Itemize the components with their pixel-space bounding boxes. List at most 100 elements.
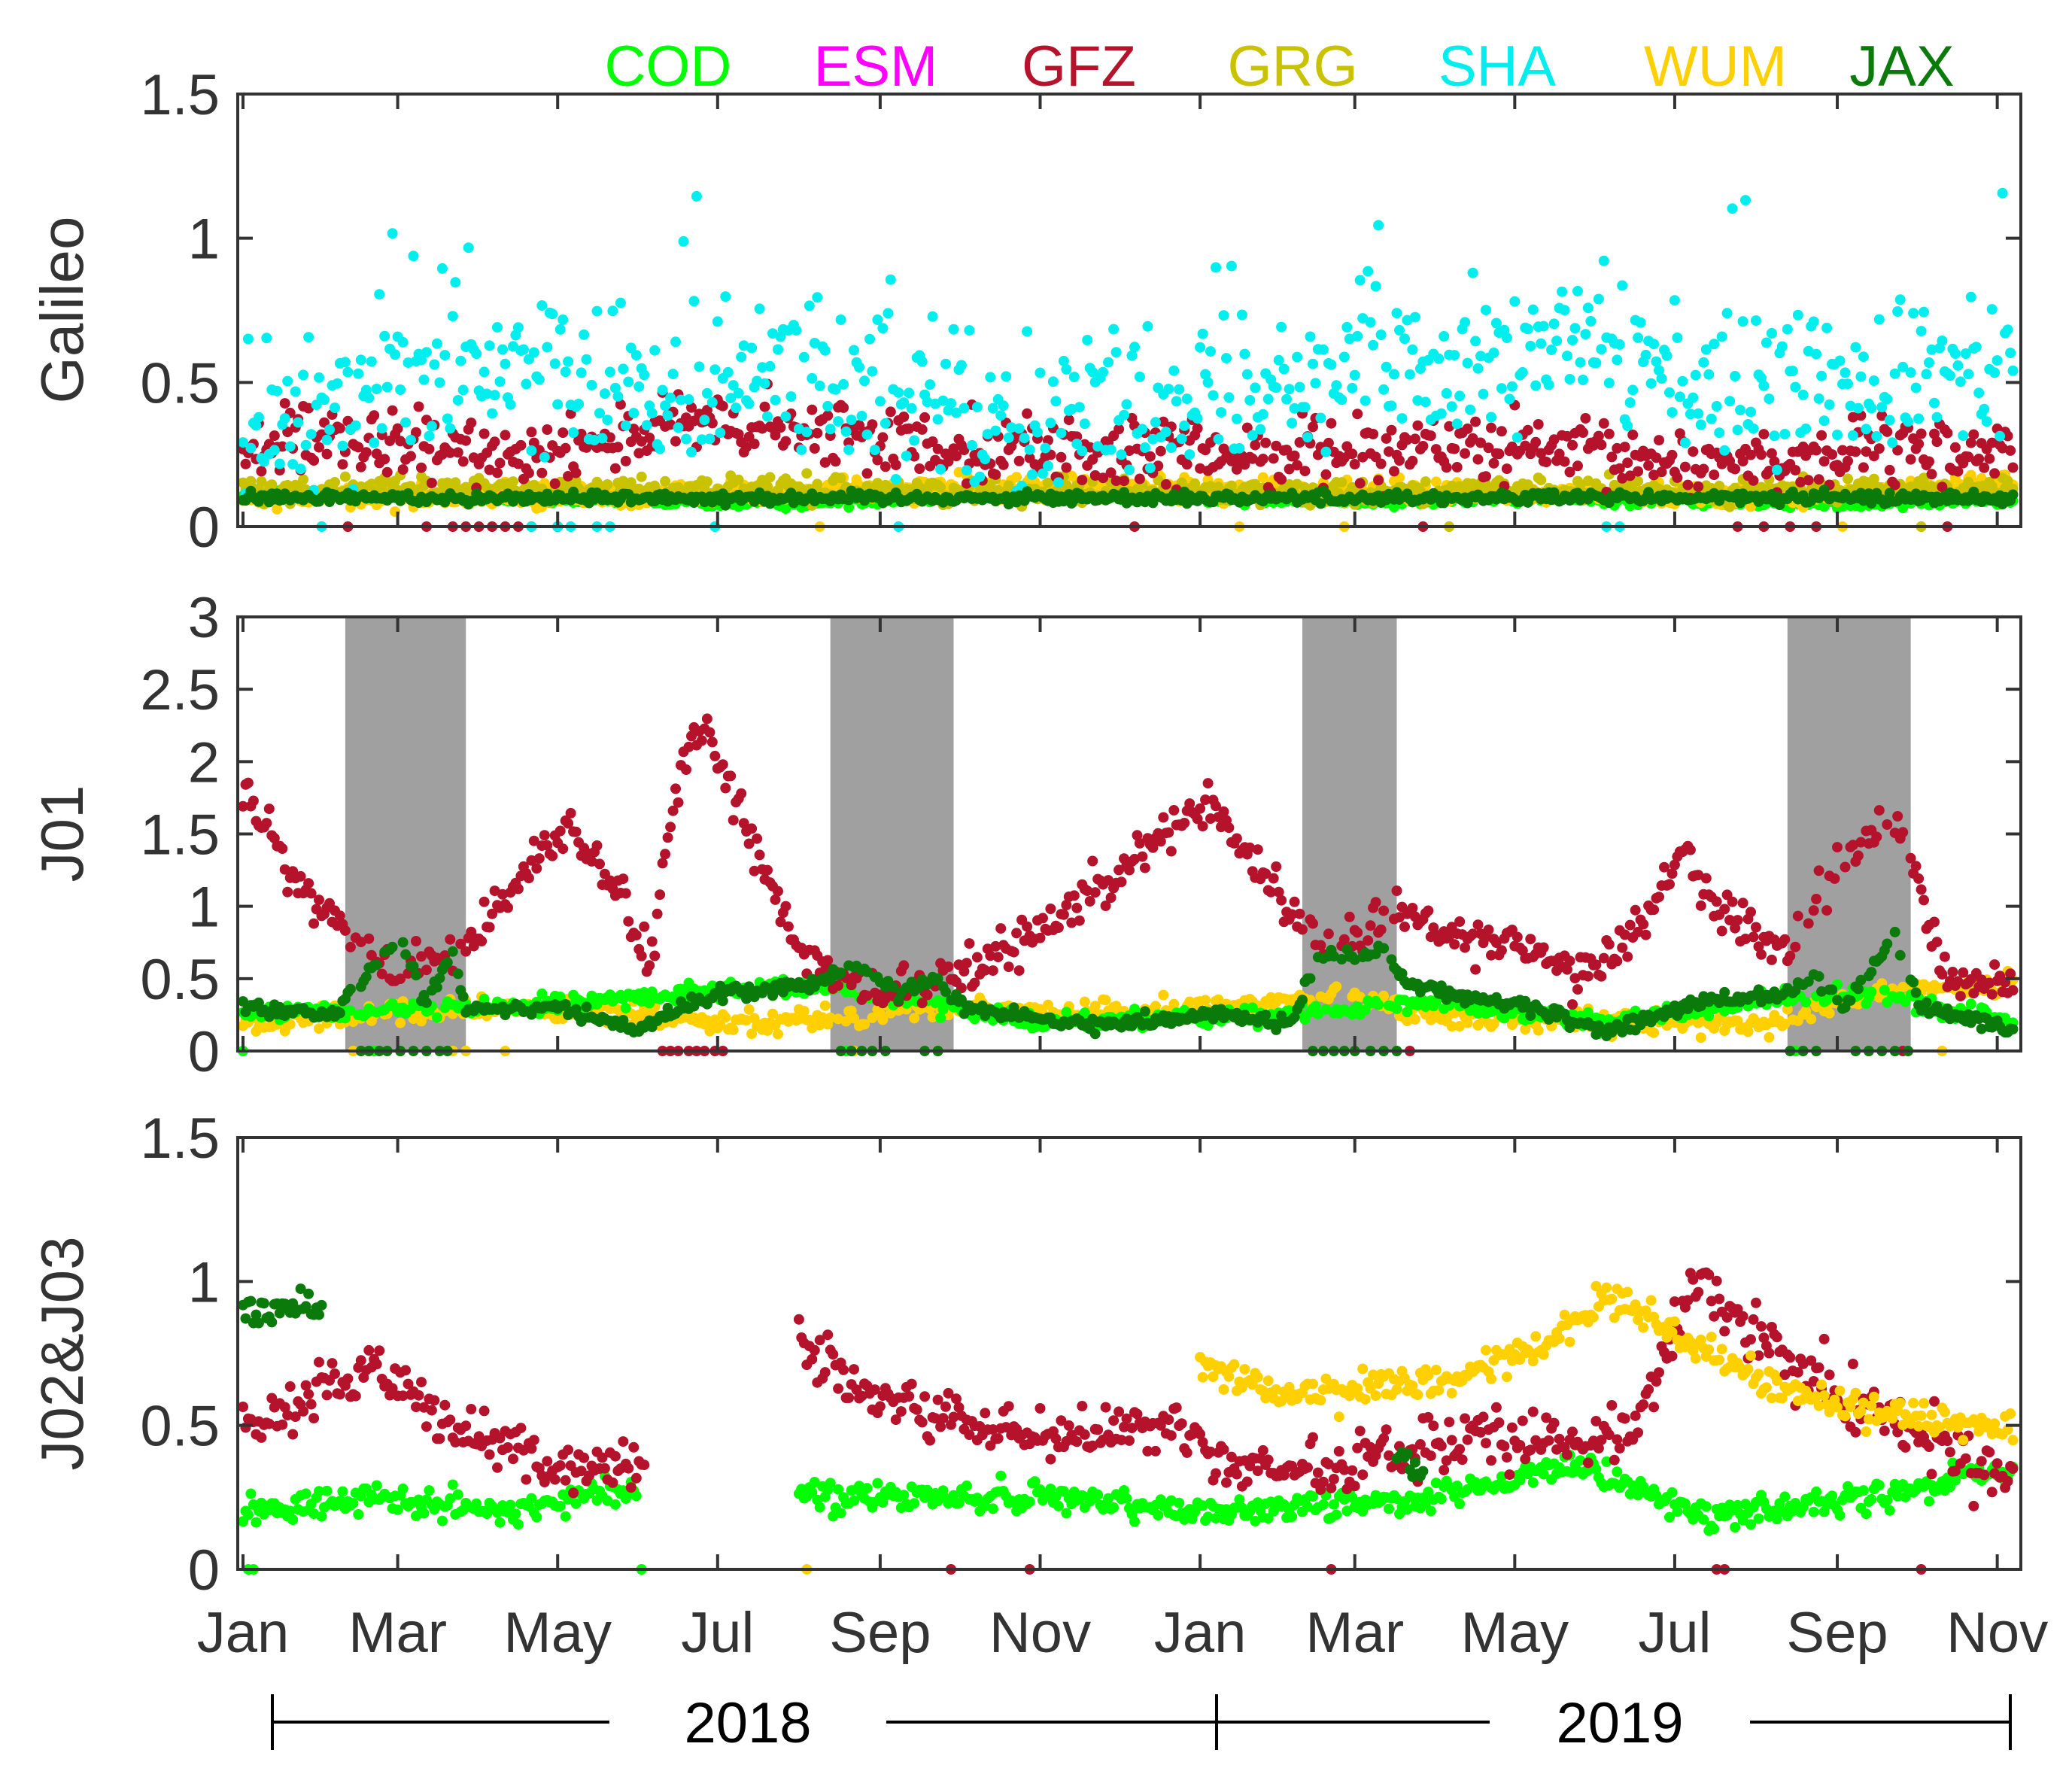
- data-point: [1533, 1025, 1544, 1036]
- data-point: [406, 435, 416, 445]
- data-point: [1454, 390, 1466, 402]
- data-point: [667, 369, 679, 380]
- data-point: [1751, 315, 1761, 327]
- data-point: [337, 459, 348, 470]
- data-point: [1433, 353, 1445, 364]
- data-point: [1331, 380, 1342, 391]
- data-point: [1011, 472, 1022, 483]
- data-point: [1032, 427, 1043, 438]
- data-point: [369, 437, 380, 448]
- data-point: [1861, 424, 1872, 435]
- data-point: [1079, 418, 1090, 430]
- data-point: [1349, 459, 1360, 469]
- data-point: [1716, 331, 1727, 342]
- data-point: [366, 356, 377, 367]
- data-point: [1944, 370, 1955, 381]
- shaded-period-2: [1302, 617, 1397, 1051]
- data-point: [1068, 372, 1080, 383]
- data-point: [390, 349, 401, 360]
- data-point: [812, 427, 823, 439]
- data-point: [463, 242, 474, 254]
- data-point: [1766, 328, 1777, 339]
- data-point: [1451, 462, 1463, 472]
- data-point: [1142, 320, 1153, 332]
- data-point: [1486, 422, 1496, 433]
- data-point: [1590, 357, 1602, 369]
- data-point: [505, 399, 516, 410]
- data-point: [980, 454, 991, 465]
- data-point: [709, 364, 721, 375]
- y-tick-label: 0: [188, 496, 220, 560]
- data-point: [1216, 407, 1226, 418]
- data-point: [431, 1012, 442, 1023]
- data-point: [791, 325, 802, 336]
- data-point: [838, 378, 849, 390]
- data-point: [1884, 464, 1895, 475]
- data-point: [515, 439, 527, 451]
- data-point: [1465, 404, 1476, 415]
- data-point: [1564, 374, 1575, 384]
- data-point: [455, 355, 466, 366]
- data-point: [612, 442, 624, 453]
- data-point: [1103, 357, 1114, 368]
- data-point: [1481, 471, 1491, 482]
- data-point: [1158, 989, 1169, 1001]
- data-point: [492, 322, 503, 333]
- data-point: [1824, 1007, 1835, 1019]
- data-point: [1098, 366, 1109, 378]
- data-point: [1559, 456, 1570, 467]
- data-point: [990, 425, 1001, 436]
- data-point: [835, 314, 846, 325]
- data-point: [874, 396, 886, 407]
- data-point: [298, 474, 309, 485]
- data-point: [1843, 455, 1853, 466]
- data-point: [494, 457, 506, 469]
- data-point: [1368, 339, 1379, 351]
- data-point: [484, 340, 495, 351]
- data-point: [576, 367, 587, 378]
- data-point: [1567, 335, 1578, 346]
- data-point: [609, 463, 621, 474]
- data-point: [1250, 382, 1261, 393]
- data-point: [1460, 317, 1471, 328]
- data-point: [1105, 444, 1117, 455]
- data-point: [1478, 388, 1489, 399]
- data-point: [639, 369, 650, 381]
- data-point: [1165, 442, 1177, 453]
- data-point: [355, 354, 366, 366]
- y-axis-label-galileo: Galileo: [29, 216, 96, 403]
- data-point: [995, 410, 1007, 421]
- data-point: [579, 329, 590, 340]
- data-point: [1758, 380, 1770, 391]
- data-point: [773, 1028, 783, 1040]
- data-point: [445, 423, 456, 434]
- data-point: [1557, 286, 1568, 297]
- data-point: [1562, 351, 1572, 362]
- legend-wum: WUM: [1644, 35, 1787, 99]
- data-point: [434, 377, 445, 388]
- data-point: [542, 424, 553, 435]
- data-point: [298, 369, 309, 381]
- data-point: [1924, 456, 1934, 467]
- data-point: [1727, 203, 1738, 214]
- data-point: [1310, 378, 1321, 389]
- data-point: [762, 411, 773, 422]
- data-point: [1276, 321, 1287, 333]
- data-point: [628, 408, 640, 419]
- data-point: [245, 475, 257, 487]
- data-point: [1271, 382, 1282, 393]
- data-point: [1955, 376, 1966, 387]
- y-tick-label: 1: [188, 208, 220, 272]
- data-point: [901, 451, 912, 462]
- data-point: [353, 368, 364, 379]
- data-point: [1769, 430, 1780, 442]
- data-point: [1336, 394, 1347, 406]
- data-point: [1506, 381, 1518, 392]
- data-point: [673, 422, 684, 433]
- data-point: [1179, 420, 1190, 431]
- data-point: [1806, 1013, 1817, 1025]
- data-point: [1771, 464, 1782, 475]
- data-point: [1163, 384, 1174, 395]
- data-point: [1536, 475, 1547, 486]
- data-point: [536, 300, 548, 311]
